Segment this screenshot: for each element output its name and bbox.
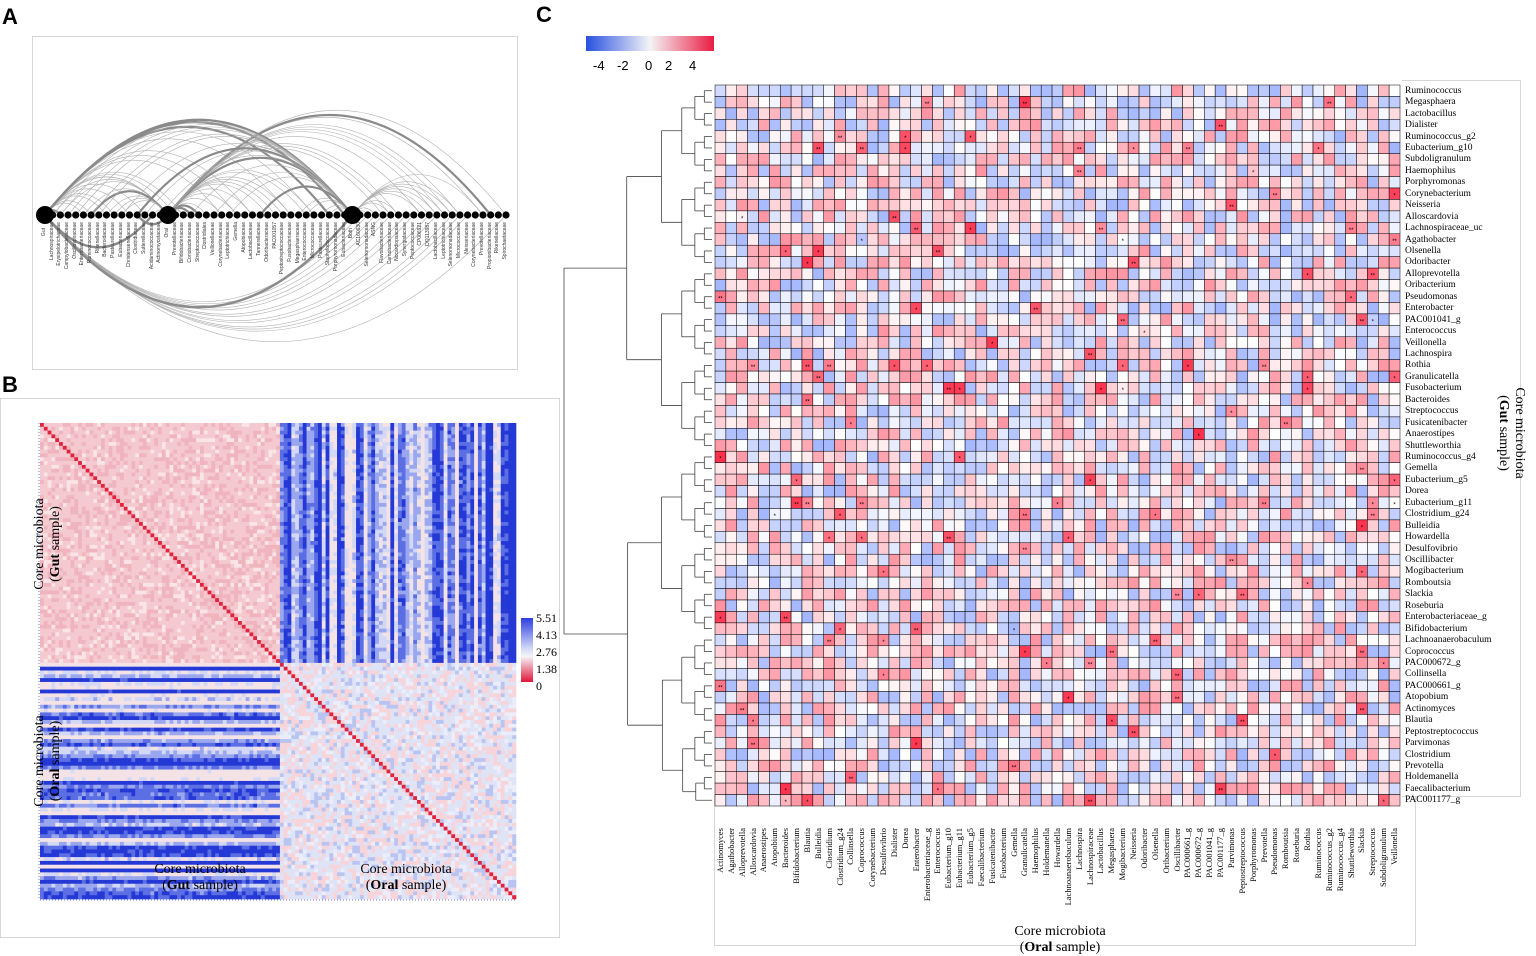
arc-node-label: ASNG <box>371 222 377 236</box>
arc-node-label: Enterobacteriaceae <box>79 222 85 265</box>
arc-node-label: Selenomonadaceae <box>364 222 370 266</box>
arc-node-label: Micrococcaceae <box>310 222 316 258</box>
arc-node-label: Oral <box>164 228 170 237</box>
arc-node-label: Porphyromonadaceae <box>333 222 339 271</box>
arc-node-label: Both <box>348 228 354 238</box>
arc-node-label: Acidaminococcaceae <box>149 222 155 269</box>
arc-node-label: Leptotrichiaceae <box>225 222 231 259</box>
arc-node-label: Odoribacteraceae <box>264 222 270 262</box>
arc-node-label: Micrococcaceae <box>456 222 462 258</box>
arc-node-label: Gemella <box>233 222 239 241</box>
panel-a-letter: A <box>2 4 18 30</box>
arc-node-label: Pasteurellaceae <box>110 222 116 258</box>
arc-node-label: AC160630 <box>356 222 362 246</box>
arc-node-label: Propionibacteriaceae <box>487 222 493 269</box>
arc-node-label: Bifidobacteriaceae <box>179 222 185 263</box>
arc-node-label: Rikenellaceae <box>95 222 101 253</box>
arc-node-label: Sutterellaceae <box>141 222 147 254</box>
arc-node-label: Gut <box>41 228 47 236</box>
arc-node-label: Christensenellaceae <box>126 222 132 267</box>
arc-node-label: Clostridiaceae <box>133 222 139 254</box>
arc-node-label: Neisseriaceae <box>464 222 470 254</box>
arc-node-label: Corynebacteriaceae <box>218 222 224 267</box>
arc-node-label: Enterococcaceae <box>302 222 308 261</box>
arc-node-label: DQ113987 <box>425 222 431 246</box>
arc-node-label: Bacteroidaceae <box>102 222 108 257</box>
panel-b-letter: B <box>2 372 18 398</box>
arc-node-label: Erysipelotrichaceae <box>56 222 62 266</box>
arc-node-label: CP006921 <box>417 222 423 246</box>
arc-node-label: Nocardiopsaceae <box>394 222 400 261</box>
arc-node-label: PAC001057 <box>272 222 278 249</box>
arc-node-label: Atopobiaceae <box>241 222 247 253</box>
arc-node-label: Carnobacteriaceae <box>387 222 393 264</box>
arc-node-label: Prevotellaceae <box>479 222 485 255</box>
arc-node-label: Fusobacteriaceae <box>287 222 293 262</box>
arc-node-label: Rikenellaceae <box>494 222 500 253</box>
arc-node-label: Flavobacteriaceae <box>379 222 385 263</box>
panel-c-letter: C <box>536 2 552 28</box>
arc-node-label: Synergistaceae <box>402 222 408 256</box>
arc-node-label: Lachnospiraceae <box>49 222 55 260</box>
arc-node-label: Leptotrichiaceae <box>441 222 447 259</box>
arc-node-label: Streptococcaceae <box>195 222 201 262</box>
arc-node-label: Veillonellaceae <box>210 222 216 255</box>
arc-node-label: Lactobacillaceae <box>433 222 439 259</box>
arc-node-label: Prevotellaceae <box>172 222 178 255</box>
arc-node-label: Corynebacteriaceae <box>471 222 477 267</box>
arc-node-label: Oscillospiraceae <box>72 222 78 259</box>
panel-b-frame <box>0 398 560 938</box>
arc-node-label: Eubacteriaceae <box>118 222 124 257</box>
arc-node-label: Tannerellaceae <box>256 222 262 256</box>
arc-node-label: Coriobacteriaceae <box>187 222 193 263</box>
arc-node-label: Campylobacteraceae <box>64 222 70 269</box>
arc-node-label: Actinomycetaceae <box>156 222 162 263</box>
arc-node-label: Eubacteriaceae <box>341 222 347 257</box>
arc-node-label: Clostridiales <box>202 222 208 249</box>
arc-node-label: Peptococcaceae <box>410 222 416 259</box>
arc-node-label: Peptostreptococcaceae <box>279 222 285 274</box>
arc-node-label: Lactobacillaceae <box>248 222 254 259</box>
arc-node-label: Selenomonadaceae <box>448 222 454 266</box>
arc-node-label: Spirochaetaceae <box>502 222 508 260</box>
arc-node-label: Staphylococcaceae <box>325 222 331 265</box>
arc-node-label: Megasphaeraceae <box>295 222 301 263</box>
arc-node-label: Ruminococcaceae <box>87 222 93 263</box>
arc-node-label: Pasteurellaceae <box>318 222 324 258</box>
panel-a-frame <box>32 36 518 370</box>
